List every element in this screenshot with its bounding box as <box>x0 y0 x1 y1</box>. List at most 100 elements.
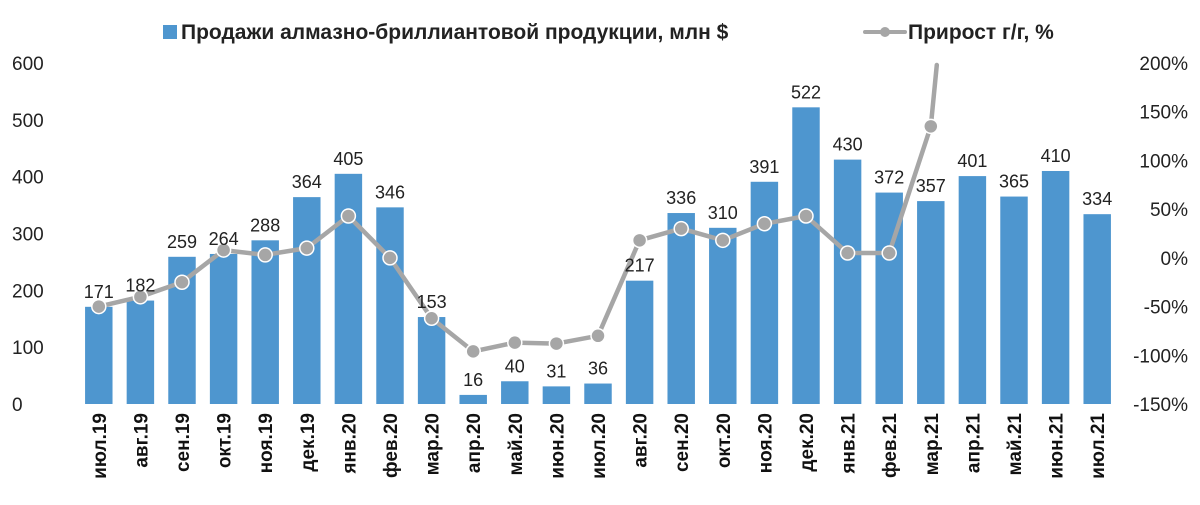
x-tick-label: апр.20 <box>464 413 485 473</box>
left-tick-label: 500 <box>12 111 44 132</box>
right-tick-label: 0% <box>1161 249 1189 270</box>
left-tick-label: 200 <box>12 281 44 302</box>
left-tick-label: 100 <box>12 338 44 359</box>
growth-point <box>839 245 856 261</box>
x-axis: июл.19 авг.19 сен.19 окт.19 ноя.19 дек.19 янв.… <box>90 413 1109 479</box>
bar-value-label: 288 <box>250 215 280 235</box>
growth-point <box>590 328 606 344</box>
bar-value-label: 410 <box>1041 146 1071 166</box>
growth-point <box>673 220 689 237</box>
bar-value-label: 522 <box>791 82 821 102</box>
x-tick-label: дек.19 <box>298 413 319 472</box>
left-axis: 0 100 200 300 400 500 600 <box>12 54 44 416</box>
bar <box>625 280 654 404</box>
x-tick-label: окт.19 <box>215 413 236 468</box>
x-tick-label: авг.19 <box>131 413 152 468</box>
bar <box>750 181 779 404</box>
x-tick-label: сен.19 <box>173 413 194 472</box>
x-tick-label: ноя.20 <box>755 413 776 473</box>
bar <box>376 207 404 404</box>
legend-bar-label: Продажи алмазно-бриллиантовой продукции,… <box>181 21 729 44</box>
bar <box>584 383 612 404</box>
bar <box>293 197 321 404</box>
bar-value-label: 40 <box>505 356 525 376</box>
legend-bar-swatch <box>163 25 177 39</box>
bar-value-label: 430 <box>833 135 863 155</box>
right-tick-label: 200% <box>1139 54 1188 75</box>
legend-line-marker <box>880 27 890 37</box>
x-tick-label: дек.20 <box>797 413 818 472</box>
bar-value-label: 334 <box>1082 189 1112 209</box>
bars-group <box>85 107 1111 404</box>
growth-point <box>881 245 897 261</box>
bar-value-label: 405 <box>333 149 363 169</box>
bar <box>1083 214 1111 404</box>
x-tick-label: май.20 <box>506 413 527 475</box>
bar-value-label: 391 <box>749 157 779 177</box>
x-tick-label: июл.21 <box>1088 413 1109 479</box>
growth-line-group <box>91 62 940 360</box>
x-tick-label: янв.21 <box>839 413 860 475</box>
bar <box>459 394 487 404</box>
bar <box>667 213 695 404</box>
growth-point <box>382 250 398 266</box>
x-tick-label: июн.21 <box>1047 413 1068 479</box>
bar <box>958 176 987 404</box>
bar-value-label: 182 <box>125 276 155 296</box>
x-tick-label: мар.20 <box>423 413 444 475</box>
bar-value-label: 153 <box>417 292 447 312</box>
bar-value-label: 365 <box>999 172 1029 192</box>
bar <box>709 227 737 404</box>
bar <box>542 386 571 404</box>
bar <box>126 300 155 404</box>
growth-point <box>340 208 357 224</box>
right-tick-label: -100% <box>1133 346 1188 367</box>
bar-labels-group: 171 182 259 264 288 364 405 346 153 16 40 31 36 217 33… <box>84 82 1112 390</box>
right-tick-label: -150% <box>1133 395 1188 416</box>
x-tick-label: мар.21 <box>922 413 943 476</box>
bar <box>1041 170 1070 404</box>
growth-point <box>756 216 773 232</box>
bar <box>501 381 529 404</box>
bar <box>917 201 945 404</box>
left-tick-label: 300 <box>12 225 44 246</box>
right-tick-label: 150% <box>1139 103 1188 124</box>
bar-value-label: 357 <box>916 176 946 196</box>
bar-value-label: 364 <box>292 172 322 192</box>
growth-point <box>465 343 481 360</box>
x-tick-label: июл.20 <box>589 413 610 479</box>
bar-value-label: 346 <box>375 182 405 202</box>
bar-value-label: 336 <box>666 188 696 208</box>
growth-point <box>132 289 149 305</box>
bar-value-label: 31 <box>546 361 566 381</box>
legend: Продажи алмазно-бриллиантовой продукции,… <box>163 21 1054 44</box>
x-tick-label: июл.19 <box>90 413 111 479</box>
left-tick-label: 400 <box>12 168 44 189</box>
bar-value-label: 264 <box>209 229 239 249</box>
growth-point <box>923 118 939 135</box>
growth-point <box>548 335 565 352</box>
growth-point <box>91 298 107 315</box>
right-axis: -150% -100% -50% 0% 50% 100% 150% 200% <box>1133 54 1188 416</box>
bar-value-label: 310 <box>708 203 738 223</box>
growth-point <box>631 232 648 249</box>
bar <box>209 253 238 404</box>
x-tick-label: апр.21 <box>963 413 984 473</box>
right-tick-label: 50% <box>1150 200 1188 221</box>
x-tick-label: май.21 <box>1005 413 1026 476</box>
growth-point <box>299 240 315 256</box>
growth-point <box>423 310 440 327</box>
growth-point <box>257 247 273 263</box>
bar <box>792 107 820 404</box>
bar-value-label: 16 <box>463 370 483 390</box>
x-tick-label: окт.20 <box>714 413 735 468</box>
legend-line-label: Прирост г/г, % <box>908 21 1054 44</box>
x-tick-label: фев.21 <box>880 413 901 478</box>
bar <box>833 159 862 404</box>
growth-point <box>215 242 232 258</box>
growth-point <box>507 334 523 351</box>
bar <box>417 317 446 404</box>
x-tick-label: ноя.19 <box>256 413 277 473</box>
bar-value-label: 36 <box>588 359 608 379</box>
